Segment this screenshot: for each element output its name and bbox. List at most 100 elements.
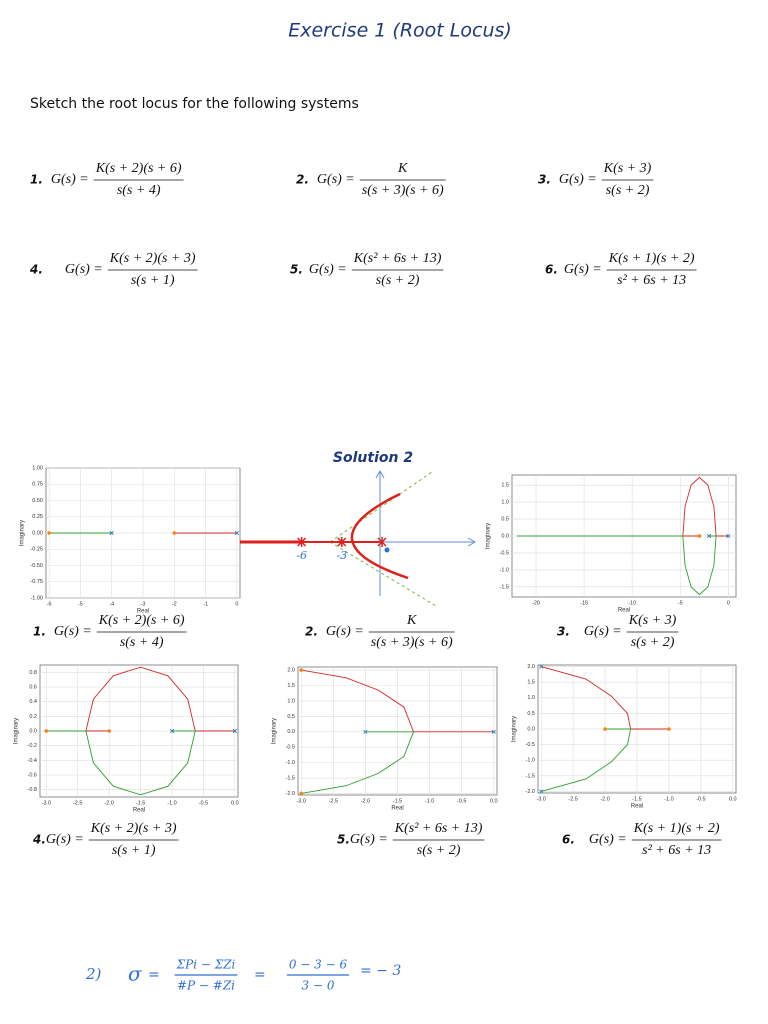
zero-marker — [697, 534, 702, 538]
instruction: Sketch the root locus for the following … — [30, 96, 359, 112]
denominator: s(s + 3)(s + 6) — [362, 183, 444, 198]
y-tick-label: 0.5 — [501, 517, 509, 523]
y-tick-label: -1.5 — [526, 773, 535, 779]
denominator: s² + 6s + 13 — [617, 273, 686, 288]
x-tick-label: -20 — [532, 600, 540, 606]
denominator: s(s + 3)(s + 6) — [371, 635, 453, 650]
sketch-branch — [350, 492, 409, 580]
y-axis-label: Imaginary — [14, 718, 20, 744]
x-tick-label: -1.5 — [393, 798, 402, 804]
x-tick-label: 0.0 — [490, 798, 498, 804]
numerator: K(s + 2)(s + 6) — [95, 161, 182, 176]
x-tick-label: -1.0 — [664, 796, 673, 802]
zero-marker — [44, 729, 49, 733]
root-locus-plot: -3.0 -2.5 -2.0 -1.5 -1.0 -0.5 0.0 2.0 1.5 1.0 0.5 0… — [512, 664, 737, 810]
x-tick-label: -5 — [78, 601, 83, 607]
y-tick-label: -0.5 — [286, 745, 295, 751]
item-number: 5. — [337, 833, 350, 847]
y-tick-label: -0.50 — [30, 563, 43, 569]
zero-marker — [667, 727, 671, 731]
numerator: K(s² + 6s + 13) — [353, 251, 442, 266]
x-axis-label: Real — [137, 609, 149, 615]
y-tick-label: 0.0 — [287, 729, 295, 735]
note-equals: = — [148, 967, 160, 983]
root-locus-plot: -20 -15 -10 -5 0 1.5 1.0 0.5 0.0 -0.5 -1.0 -1.5 Real… — [486, 474, 737, 614]
y-tick-label: 1.5 — [527, 680, 535, 686]
sketch-label: -3 — [336, 549, 347, 562]
pole-marker — [491, 729, 496, 734]
denominator: s(s + 4) — [117, 183, 161, 198]
x-tick-label: -2.5 — [329, 798, 338, 804]
note-symbol: σ — [128, 962, 143, 986]
solution-title: Solution 2 — [333, 450, 413, 466]
item-number: 4. — [29, 263, 43, 277]
asymptote — [329, 541, 437, 607]
y-tick-label: -0.5 — [500, 550, 509, 556]
x-tick-label: -3.0 — [42, 800, 51, 806]
equation-lhs: G(s) = — [51, 172, 89, 187]
y-tick-label: 1.0 — [501, 500, 509, 506]
zero-marker — [299, 668, 304, 672]
x-tick-label: -3 — [141, 601, 146, 607]
y-tick-label: -1.5 — [286, 775, 295, 781]
locus-branch — [516, 535, 717, 596]
x-tick-label: -15 — [580, 600, 588, 606]
y-tick-label: -1.0 — [500, 567, 509, 573]
zero-marker — [47, 531, 51, 535]
x-tick-label: 0.0 — [729, 796, 737, 802]
y-tick-label: -1.0 — [526, 758, 535, 764]
y-tick-label: 0.25 — [32, 514, 43, 520]
numerator: K(s² + 6s + 13) — [394, 821, 483, 836]
equation-lhs: G(s) = — [65, 262, 103, 277]
pole-marker — [234, 530, 239, 536]
denominator: s(s + 4) — [120, 635, 164, 650]
item-number: 3. — [538, 173, 551, 187]
denominator: s(s + 2) — [376, 273, 420, 288]
sketch-pole — [337, 537, 347, 547]
y-tick-label: 0.0 — [501, 533, 509, 539]
y-tick-label: -0.5 — [526, 742, 535, 748]
item-number: 1. — [30, 173, 43, 187]
locus-branch — [46, 730, 196, 796]
denominator: s² + 6s + 13 — [642, 843, 711, 858]
root-locus-plot: -6 -5 -4 -3 -2 -1 0 1.00 0.75 0.50 0.25 0.00 -0.25 -0… — [20, 465, 241, 615]
root-locus-plot: -3.0 -2.5 -2.0 -1.5 -1.0 -0.5 0.0 2.0 1.5 1.0 0.5 0… — [272, 666, 498, 812]
zero-marker — [172, 531, 177, 535]
y-tick-label: 1.0 — [287, 698, 295, 704]
y-axis-label: Imaginary — [486, 523, 492, 549]
note-result: = − 3 — [360, 963, 401, 979]
y-tick-label: -1.0 — [286, 760, 295, 766]
item-number: 2. — [296, 173, 309, 187]
title: Exercise 1 (Root Locus) — [288, 20, 512, 42]
y-axis-label: Imaginary — [512, 716, 518, 742]
y-tick-label: 1.00 — [32, 465, 43, 471]
x-tick-label: -5 — [678, 600, 683, 606]
item-number: 4. — [32, 833, 46, 847]
x-tick-label: -3.0 — [296, 798, 305, 804]
sketch — [240, 469, 477, 607]
locus-branch — [301, 669, 494, 733]
x-tick-label: 0.0 — [231, 800, 239, 806]
y-tick-label: -1.5 — [500, 584, 509, 590]
equation-lhs: G(s) = — [584, 624, 622, 639]
sketch-pole — [377, 537, 387, 547]
sketch-dot — [384, 547, 390, 553]
x-tick-label: -10 — [628, 600, 636, 606]
x-tick-label: -0.5 — [696, 796, 705, 802]
numerator: K(s + 1)(s + 2) — [608, 251, 695, 266]
y-tick-label: -0.2 — [28, 743, 37, 749]
x-tick-label: -0.5 — [199, 800, 208, 806]
y-tick-label: 0.2 — [29, 714, 37, 720]
pole-marker — [539, 789, 544, 794]
y-tick-label: 1.5 — [501, 483, 509, 489]
denominator: s(s + 1) — [131, 273, 175, 288]
denominator: s(s + 1) — [112, 843, 156, 858]
y-tick-label: 1.5 — [287, 683, 295, 689]
y-tick-label: -2.0 — [526, 789, 535, 795]
x-tick-label: 0 — [727, 600, 730, 606]
item-number: 6. — [562, 833, 575, 847]
y-tick-label: 0.5 — [527, 711, 535, 717]
arrow-head — [467, 537, 477, 547]
x-axis-label: Real — [391, 806, 403, 812]
y-tick-label: -1.00 — [30, 595, 43, 601]
